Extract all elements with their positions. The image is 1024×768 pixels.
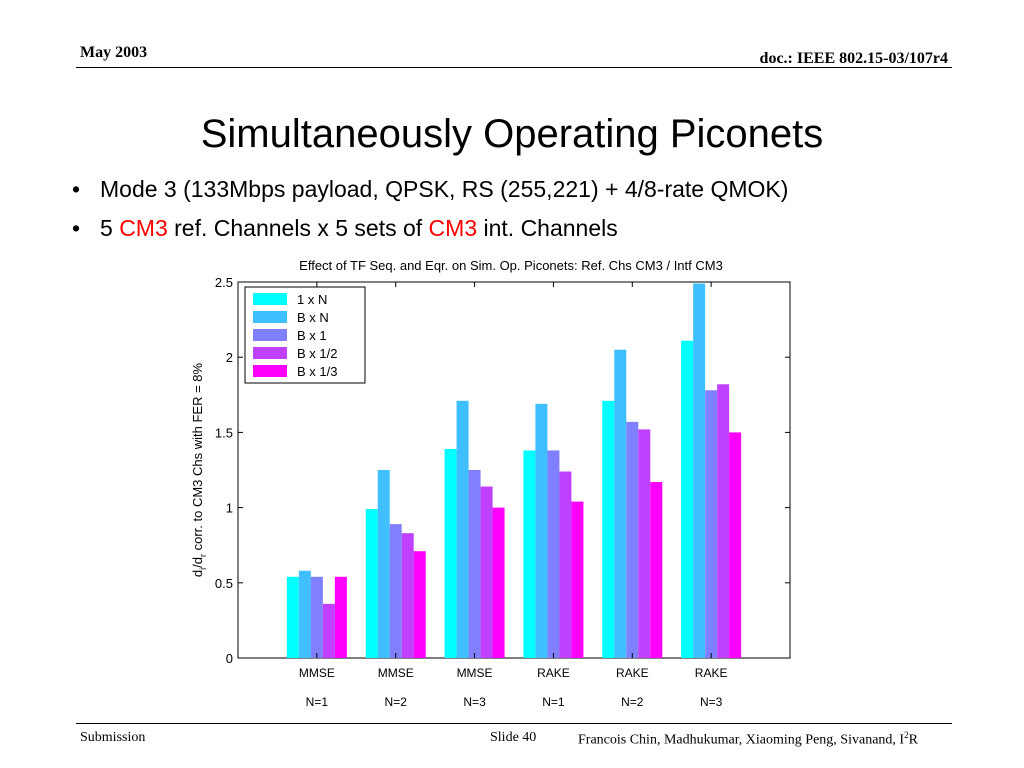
bullet-item: • Mode 3 (133Mbps payload, QPSK, RS (255…	[72, 176, 788, 203]
y-tick-label: 1.5	[215, 425, 233, 440]
bar	[444, 448, 457, 658]
footer-submission: Submission	[80, 730, 146, 745]
bar	[365, 509, 378, 658]
bar	[717, 384, 730, 658]
bullet-highlight: CM3	[119, 215, 168, 241]
bar	[705, 390, 718, 658]
bar	[559, 471, 572, 658]
plot-area: 0 0.5 1 1.5 2 2.5 MMSE N=1 MMSE N=2 MMSE N=3 RAKE N=1…	[215, 275, 791, 709]
legend-label: B x N	[297, 310, 329, 325]
x-tick-label: MMSE	[299, 666, 335, 680]
legend-label: B x 1/3	[297, 364, 337, 379]
header-divider	[76, 67, 952, 68]
legend-swatch	[253, 329, 287, 341]
bullet-highlight: CM3	[428, 215, 478, 241]
x-tick-label-line2: N=3	[463, 695, 486, 709]
bar	[298, 570, 311, 658]
bar	[693, 283, 706, 658]
bar	[523, 450, 536, 658]
legend-swatch	[253, 311, 287, 323]
x-tick-label-line2: N=1	[306, 695, 329, 709]
bar	[626, 421, 639, 658]
footer-slide-number: Slide 40	[490, 730, 537, 745]
header-doc-id: doc.: IEEE 802.15-03/107r4	[759, 50, 948, 67]
x-tick-label-line2: N=2	[621, 695, 644, 709]
bar	[456, 400, 469, 658]
bar	[614, 349, 627, 658]
header-date: May 2003	[80, 44, 148, 61]
x-tick-label: MMSE	[457, 666, 493, 680]
bullet-text-post: int. Channels	[477, 215, 618, 241]
bar	[492, 507, 505, 658]
y-tick-label: 0.5	[215, 576, 233, 591]
bar	[638, 429, 651, 658]
legend-swatch	[253, 365, 287, 377]
legend-label: B x 1	[297, 328, 327, 343]
bar	[334, 576, 347, 658]
bullet-icon: •	[72, 176, 81, 202]
legend-swatch	[253, 347, 287, 359]
x-tick-label-line2: N=2	[385, 695, 408, 709]
x-tick-label-line2: N=1	[542, 695, 565, 709]
legend-label: B x 1/2	[297, 346, 337, 361]
bar	[468, 470, 481, 658]
footer-authors: Francois Chin, Madhukumar, Xiaoming Peng…	[578, 730, 918, 748]
bar	[310, 576, 323, 658]
bullet-text-pre: 5	[100, 215, 120, 241]
bar	[286, 576, 299, 658]
bar	[547, 450, 560, 658]
bar	[389, 524, 402, 658]
y-tick-label: 0	[226, 651, 233, 666]
x-tick-label-line2: N=3	[700, 695, 723, 709]
y-axis-label: di/dr corr. to CM3 Chs with FER = 8%	[190, 362, 208, 577]
legend-swatch	[253, 293, 287, 305]
x-tick-label: RAKE	[616, 666, 649, 680]
footer-divider	[76, 723, 952, 724]
bar	[413, 551, 426, 658]
bar	[602, 400, 615, 658]
y-tick-label: 1	[226, 501, 233, 516]
bar	[535, 403, 548, 658]
bar	[729, 432, 742, 658]
bullet-list: • Mode 3 (133Mbps payload, QPSK, RS (255…	[72, 176, 788, 254]
bar	[322, 603, 335, 658]
bar	[377, 470, 390, 658]
bar	[480, 486, 493, 658]
bullet-item: • 5 CM3 ref. Channels x 5 sets of CM3 in…	[72, 215, 788, 242]
bar	[650, 482, 663, 658]
bar	[571, 501, 584, 658]
slide-title: Simultaneously Operating Piconets	[200, 112, 824, 156]
bullet-icon: •	[72, 215, 81, 241]
bar	[681, 340, 694, 658]
y-tick-label: 2.5	[215, 275, 233, 290]
bullet-text-mid: ref. Channels x 5 sets of	[167, 215, 429, 241]
bar	[401, 533, 414, 658]
x-tick-label: MMSE	[378, 666, 414, 680]
y-tick-label: 2	[226, 350, 233, 365]
bullet-text: Mode 3 (133Mbps payload, QPSK, RS (255,2…	[100, 176, 789, 202]
x-tick-label: RAKE	[537, 666, 570, 680]
legend-label: 1 x N	[297, 292, 327, 307]
x-tick-label: RAKE	[695, 666, 728, 680]
chart-title: Effect of TF Seq. and Eqr. on Sim. Op. P…	[299, 258, 723, 273]
